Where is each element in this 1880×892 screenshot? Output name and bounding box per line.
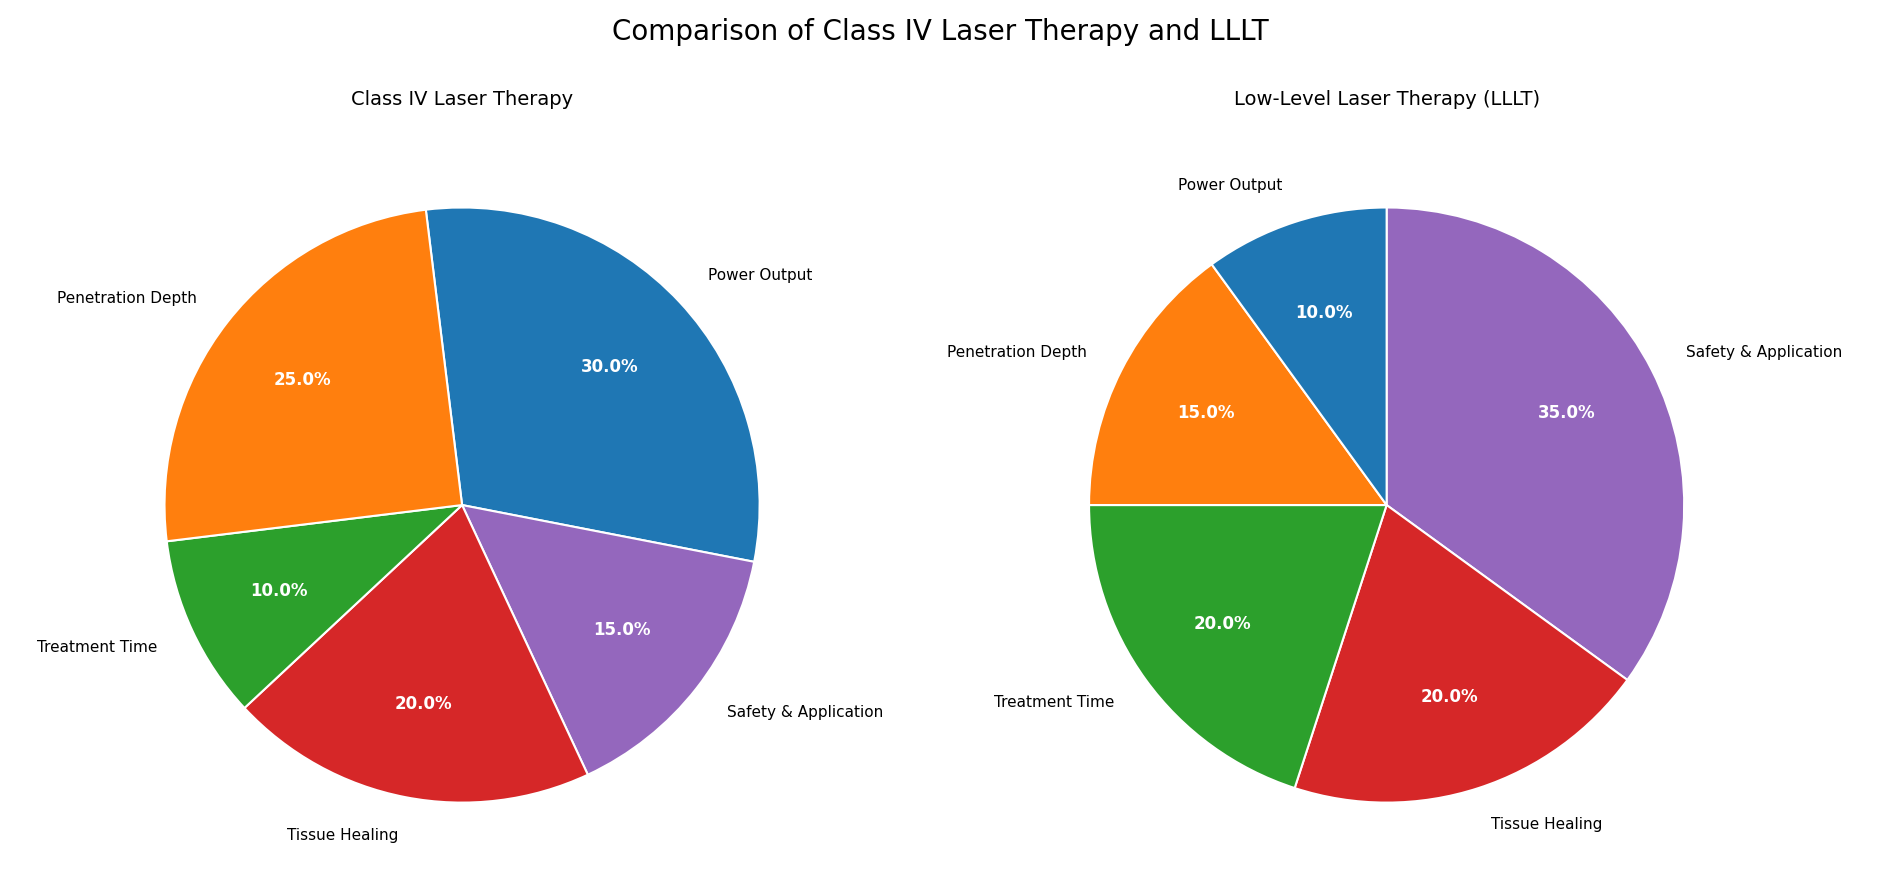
Wedge shape (462, 505, 754, 775)
Text: 35.0%: 35.0% (1538, 404, 1596, 422)
Wedge shape (244, 505, 588, 803)
Wedge shape (1213, 208, 1387, 505)
Text: Power Output: Power Output (709, 268, 812, 284)
Wedge shape (1295, 505, 1628, 803)
Text: 10.0%: 10.0% (250, 582, 308, 599)
Wedge shape (1089, 264, 1387, 505)
Text: 30.0%: 30.0% (581, 358, 639, 376)
Text: Treatment Time: Treatment Time (995, 695, 1115, 710)
Text: Comparison of Class IV Laser Therapy and LLLT: Comparison of Class IV Laser Therapy and… (611, 18, 1269, 45)
Text: Tissue Healing: Tissue Healing (286, 828, 399, 843)
Wedge shape (167, 505, 462, 708)
Text: 25.0%: 25.0% (274, 371, 331, 390)
Text: Power Output: Power Output (1179, 178, 1282, 193)
Text: 15.0%: 15.0% (592, 621, 650, 639)
Text: 10.0%: 10.0% (1295, 303, 1354, 322)
Text: Tissue Healing: Tissue Healing (1491, 817, 1602, 832)
Wedge shape (1089, 505, 1387, 788)
Title: Class IV Laser Therapy: Class IV Laser Therapy (352, 90, 573, 110)
Text: 20.0%: 20.0% (1419, 689, 1478, 706)
Text: 15.0%: 15.0% (1177, 404, 1235, 422)
Text: Safety & Application: Safety & Application (1686, 345, 1842, 359)
Text: Penetration Depth: Penetration Depth (948, 345, 1087, 359)
Text: Penetration Depth: Penetration Depth (56, 291, 197, 306)
Wedge shape (165, 210, 462, 541)
Wedge shape (425, 208, 760, 562)
Text: Safety & Application: Safety & Application (728, 705, 884, 720)
Text: Treatment Time: Treatment Time (38, 640, 158, 655)
Wedge shape (1387, 208, 1684, 680)
Text: 20.0%: 20.0% (395, 695, 453, 713)
Text: 20.0%: 20.0% (1194, 615, 1252, 633)
Title: Low-Level Laser Therapy (LLLT): Low-Level Laser Therapy (LLLT) (1233, 90, 1540, 110)
